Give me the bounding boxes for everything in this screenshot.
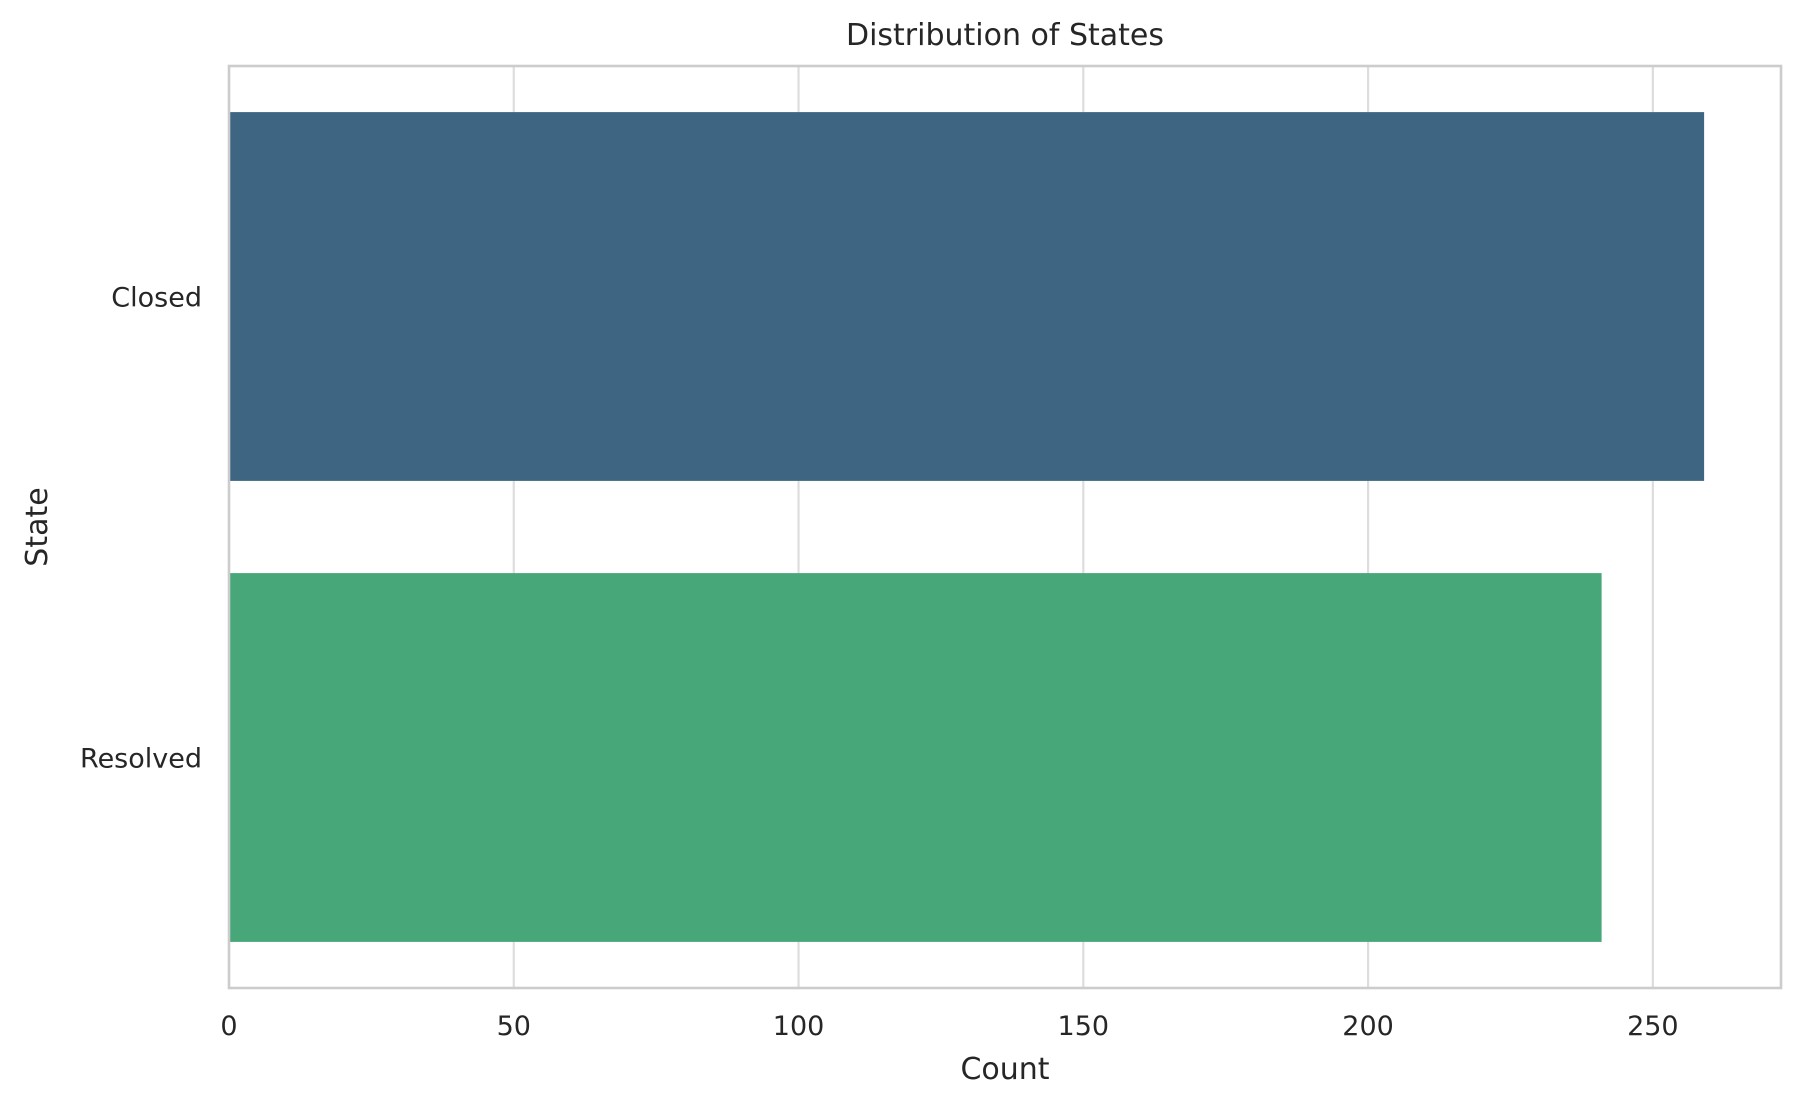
y-tick-label: Resolved [80,744,202,775]
x-tick-label: 50 [497,1011,531,1042]
x-tick-label: 200 [1342,1011,1394,1042]
bar-resolved [229,573,1602,942]
bars [229,112,1705,942]
x-tick-label: 150 [1058,1011,1110,1042]
bar-closed [229,112,1705,481]
x-tick-label: 250 [1627,1011,1679,1042]
y-axis-label: State [20,487,55,566]
y-tick-labels: Closed Resolved [80,283,202,775]
x-tick-label: 0 [220,1011,237,1042]
plot-frame [227,64,1783,990]
x-tick-labels: 0 50 100 150 200 250 [220,1011,1678,1042]
chart-title: Distribution of States [846,18,1164,53]
x-tick-label: 100 [773,1011,825,1042]
y-tick-label: Closed [111,283,202,314]
x-axis-label: Count [960,1052,1049,1087]
